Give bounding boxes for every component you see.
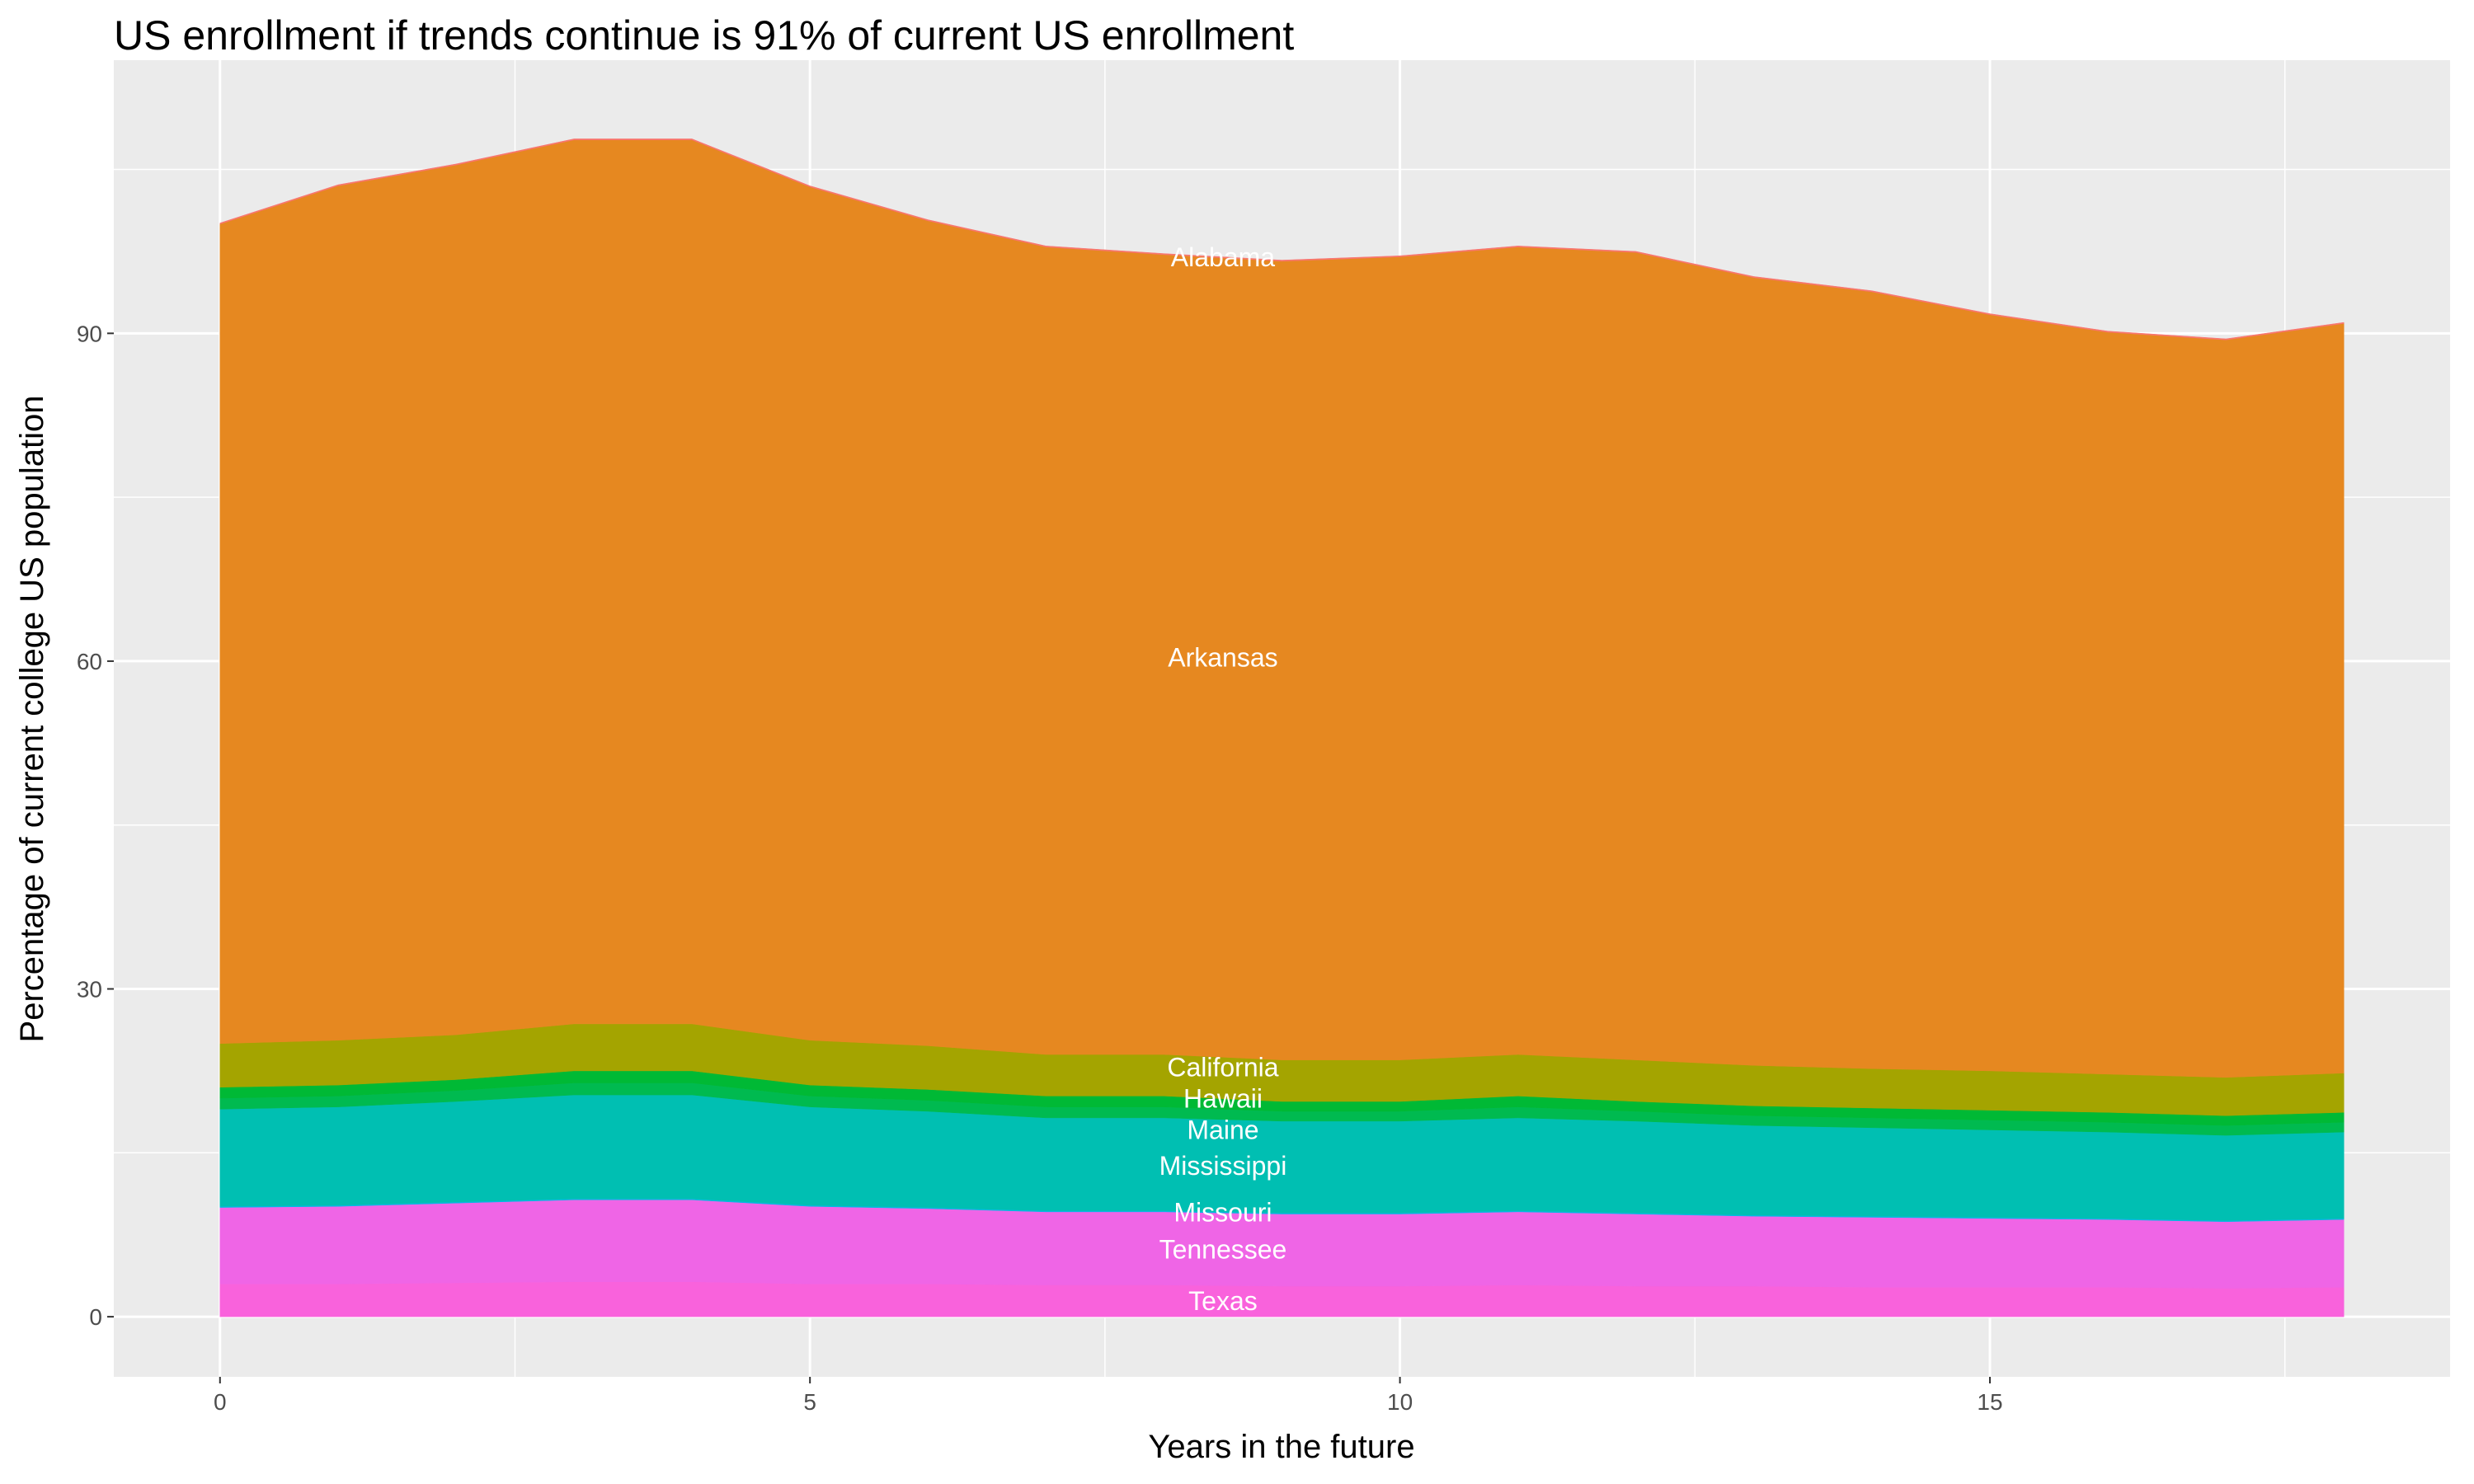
area-alabama — [219, 139, 2345, 340]
label-texas: Texas — [1188, 1286, 1258, 1316]
x-tick-label: 0 — [214, 1389, 227, 1415]
series-labels: Texas Tennessee Missouri Mississippi MaineHa… — [1159, 242, 1287, 1316]
x-tick-label: 10 — [1387, 1389, 1413, 1415]
x-axis-title: Years in the future — [1148, 1429, 1414, 1465]
y-tick-label: 0 — [89, 1304, 102, 1330]
axis-ticks: 0 5 10 15 0 30 60 90 — [77, 321, 2003, 1415]
label-california: California — [1167, 1053, 1278, 1082]
label-tennessee: Tennessee — [1159, 1234, 1287, 1264]
chart-title: US enrollment if trends continue is 91% … — [114, 12, 1295, 59]
label-hawaii: Hawaii — [1183, 1084, 1263, 1114]
y-axis-title: Percentage of current college US populat… — [14, 396, 50, 1043]
y-tick-label: 30 — [77, 977, 102, 1003]
areas — [219, 139, 2345, 1317]
label-alabama: Alabama — [1171, 242, 1276, 272]
y-tick-label: 90 — [77, 321, 102, 346]
label-maine: Maine — [1187, 1115, 1258, 1145]
x-tick-label: 5 — [803, 1389, 816, 1415]
x-tick-label: 15 — [1977, 1389, 2002, 1415]
label-mississippi: Mississippi — [1159, 1151, 1287, 1181]
label-missouri: Missouri — [1174, 1198, 1272, 1228]
label-arkansas: Arkansas — [1168, 643, 1277, 673]
y-tick-label: 60 — [77, 649, 102, 674]
